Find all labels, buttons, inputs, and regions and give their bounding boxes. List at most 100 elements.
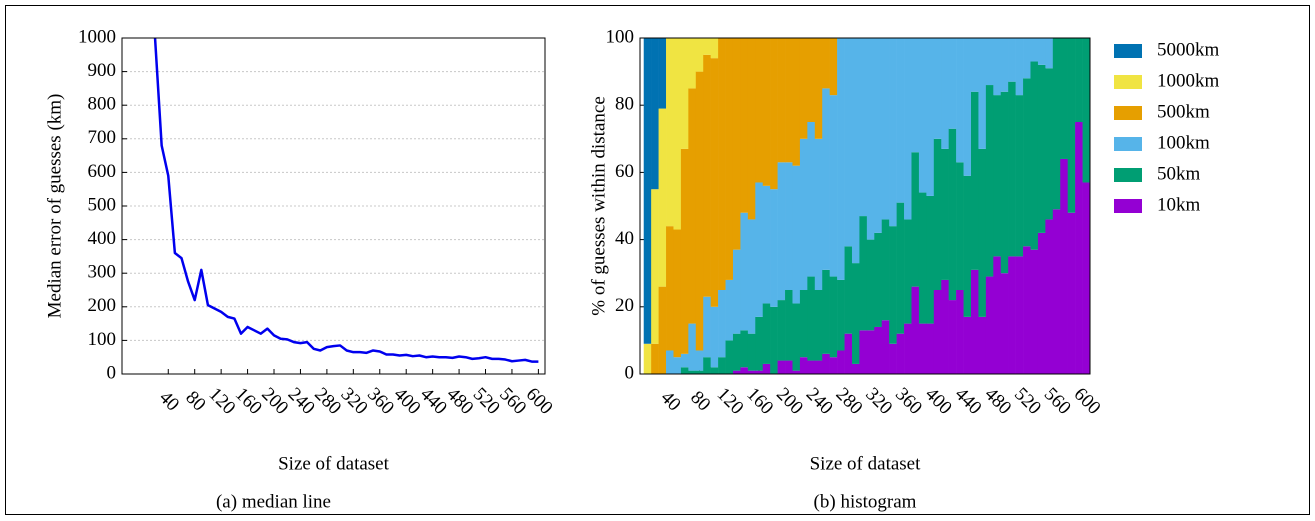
bar-segment: [851, 363, 860, 374]
x-tick-label: 80: [181, 387, 209, 415]
bar-segment: [911, 38, 920, 153]
bar-segment: [829, 38, 838, 96]
y-tick-label: 60: [615, 161, 634, 182]
bar-segment: [1000, 38, 1009, 92]
legend-label: 100km: [1157, 132, 1210, 153]
bar-segment: [926, 195, 935, 324]
bar-segment: [762, 185, 771, 304]
legend-swatch: [1114, 137, 1142, 151]
bar-segment: [680, 353, 689, 368]
bar-segment: [673, 38, 682, 230]
bar-segment: [785, 290, 793, 361]
bar-segment: [978, 316, 987, 374]
bar-segment: [896, 202, 905, 334]
caption: (a) median line: [216, 491, 331, 512]
bar-segment: [695, 370, 704, 374]
bar-segment: [703, 296, 711, 358]
bar-segment: [755, 316, 764, 371]
bar-segment: [807, 38, 816, 122]
x-tick-label: 600: [522, 384, 557, 419]
bar-segment: [718, 357, 726, 374]
bar-segment: [904, 38, 912, 220]
bar-segment: [866, 239, 875, 331]
bar-segment: [822, 353, 830, 374]
bar-segment: [732, 38, 741, 250]
bar-segment: [956, 290, 964, 374]
bar-segment: [740, 330, 749, 368]
plot-area: [643, 38, 1090, 374]
bar-segment: [851, 263, 860, 364]
bar-segment: [1082, 38, 1090, 183]
bar-segment: [1023, 246, 1031, 374]
bar-segment: [918, 323, 927, 374]
bar-segment: [1075, 38, 1083, 122]
bar-segment: [1008, 81, 1016, 257]
bar-segment: [926, 38, 935, 196]
bar-segment: [688, 38, 697, 89]
y-tick-label: 700: [88, 127, 117, 148]
bar-segment: [985, 38, 994, 86]
caption: (b) histogram: [814, 491, 917, 512]
x-tick-label: 360: [891, 384, 926, 419]
bar-segment: [762, 38, 771, 186]
bar-segment: [658, 108, 667, 287]
y-tick-label: 500: [88, 194, 117, 215]
bar-segment: [837, 279, 845, 351]
bar-segment: [799, 290, 808, 358]
bar-segment: [762, 303, 771, 364]
x-tick-label: 600: [1070, 384, 1105, 419]
bar-segment: [911, 152, 920, 287]
bar-segment: [904, 219, 912, 324]
bar-segment: [918, 38, 927, 193]
bar-segment: [993, 95, 1002, 257]
bar-segment: [1060, 158, 1068, 374]
bar-segment: [814, 138, 823, 290]
legend-swatch: [1114, 44, 1142, 58]
bar-segment: [673, 357, 682, 374]
x-axis-label: Size of dataset: [810, 453, 922, 474]
bar-segment: [1037, 64, 1046, 233]
legend-label: 5000km: [1157, 39, 1220, 60]
bar-segment: [740, 38, 749, 213]
x-tick-label: 80: [686, 387, 714, 415]
bar-segment: [896, 38, 905, 203]
bar-segment: [948, 300, 957, 374]
x-tick-label: 160: [742, 384, 777, 419]
bar-segment: [993, 256, 1002, 374]
bar-segment: [822, 269, 830, 354]
y-tick-label: 100: [88, 329, 117, 350]
y-tick-label: 300: [88, 262, 117, 283]
bar-segment: [1052, 38, 1061, 210]
bar-segment: [710, 367, 719, 374]
bar-segment: [807, 360, 816, 374]
bar-segment: [703, 38, 711, 55]
bar-segment: [970, 38, 979, 92]
legend-swatch: [1114, 106, 1142, 120]
bar-segment: [1067, 38, 1076, 213]
bar-segment: [785, 162, 793, 290]
bar-segment: [792, 38, 801, 166]
bar-segment: [785, 38, 793, 163]
bar-segment: [747, 370, 756, 374]
bar-segment: [732, 333, 741, 371]
bar-segment: [1015, 95, 1024, 257]
x-tick-label: 320: [861, 384, 896, 419]
bar-segment: [710, 38, 719, 59]
bar-segment: [695, 71, 704, 351]
bar-segment: [1060, 38, 1068, 159]
bar-segment: [666, 38, 674, 227]
bar-segment: [814, 38, 823, 139]
bar-segment: [770, 306, 778, 374]
y-tick-label: 0: [107, 362, 117, 383]
bar-segment: [785, 360, 793, 374]
bar-segment: [695, 38, 704, 72]
bar-segment: [680, 38, 689, 149]
bar-segment: [703, 54, 711, 297]
bar-segment: [658, 38, 667, 109]
legend-label: 10km: [1157, 194, 1201, 215]
bar-segment: [844, 246, 853, 334]
bar-segment: [941, 279, 949, 374]
bar-segment: [933, 138, 942, 290]
bar-segment: [1045, 38, 1054, 69]
y-axis-label: % of guesses within distance: [588, 96, 609, 316]
